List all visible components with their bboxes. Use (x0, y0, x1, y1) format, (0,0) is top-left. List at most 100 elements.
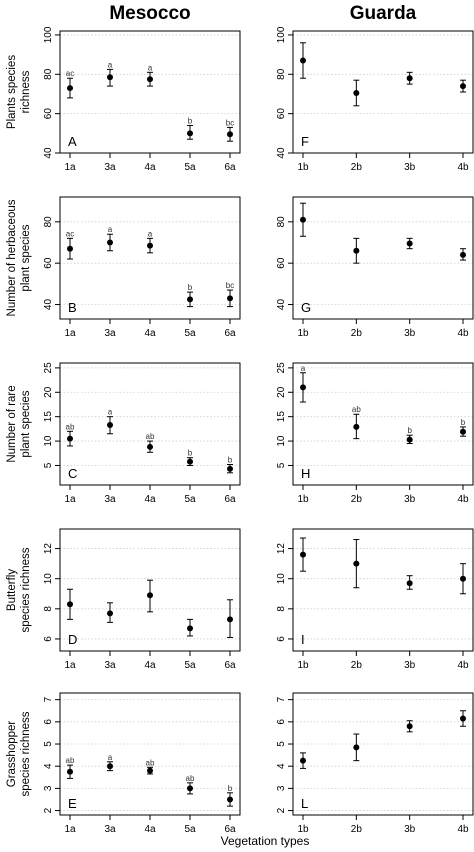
data-point (147, 242, 153, 249)
x-tick-label: 4b (457, 328, 469, 339)
panel-letter: F (301, 134, 309, 149)
y-tick-label: 8 (276, 606, 287, 612)
data-point (227, 796, 233, 803)
plot-frame (59, 196, 241, 320)
panel-F: 40 60 80 100 1b 2b 3b 4b F (276, 26, 474, 173)
row-label-line: Butterfly (6, 569, 18, 611)
data-point (353, 423, 360, 430)
x-tick-label: 4a (144, 824, 156, 835)
y-tick-label: 6 (276, 636, 287, 642)
data-point (187, 296, 193, 303)
panel-letter: D (68, 632, 77, 647)
x-tick-label: 3a (104, 824, 116, 835)
data-point (107, 610, 113, 617)
y-tick-label: 3 (276, 785, 287, 791)
plot-frame (59, 362, 241, 486)
row-label-3: Butterfly species richness (6, 547, 32, 632)
y-tick-label: 80 (43, 68, 54, 80)
row-label-line: plant species (20, 224, 32, 291)
data-point (67, 435, 73, 442)
x-tick-label: 3a (104, 162, 116, 173)
x-tick-label: 5a (184, 162, 196, 173)
data-point (300, 384, 306, 391)
significance-letter: b (188, 283, 193, 292)
data-point (147, 767, 153, 774)
significance-letter: a (148, 229, 153, 238)
x-tick-label: 4b (457, 824, 469, 835)
data-point (67, 85, 73, 92)
significance-letter: ac (66, 229, 74, 238)
row-label-line: Number of rare (6, 385, 18, 462)
row-label-line: Plants species (6, 55, 18, 129)
x-tick-label: 4b (457, 660, 469, 671)
y-tick-label: 4 (276, 763, 287, 769)
panel-D: 6 8 10 12 1a 3a 4a 5a 6a D (43, 528, 241, 671)
x-tick-label: 1b (297, 660, 309, 671)
plot-frame (292, 362, 474, 486)
significance-letter: a (108, 753, 113, 762)
x-tick-label: 6a (224, 660, 236, 671)
data-point (227, 616, 233, 623)
y-tick-label: 60 (276, 108, 287, 120)
significance-letter: ac (66, 69, 74, 78)
y-tick-label: 100 (276, 26, 287, 43)
x-tick-label: 6a (224, 824, 236, 835)
significance-letter: bc (226, 281, 234, 290)
y-tick-label: 6 (43, 636, 54, 642)
panel-letter: I (301, 632, 305, 647)
significance-letter: bc (226, 118, 234, 127)
data-point (300, 551, 306, 558)
data-point (67, 245, 73, 252)
panel-B: 40 60 80 1a 3a 4a 5a 6a Bac a a b bc (43, 196, 241, 339)
y-tick-label: 60 (43, 257, 54, 269)
x-tick-label: 3b (404, 660, 416, 671)
significance-letter: a (301, 364, 306, 373)
y-tick-label: 8 (43, 606, 54, 612)
data-point (300, 216, 306, 223)
significance-letter: b (188, 116, 193, 125)
y-tick-label: 7 (276, 696, 287, 702)
y-tick-label: 10 (276, 435, 287, 447)
data-point (406, 580, 413, 587)
y-tick-label: 12 (43, 543, 54, 555)
x-tick-label: 1b (297, 328, 309, 339)
data-point (460, 83, 466, 90)
x-tick-label: 1a (64, 162, 76, 173)
plot-frame (59, 692, 241, 816)
row-label-4: Grasshopper species richness (6, 711, 32, 796)
y-tick-label: 10 (43, 573, 54, 585)
data-point (147, 592, 153, 599)
data-point (406, 723, 413, 730)
significance-letter: b (228, 784, 233, 793)
row-label-line: richness (20, 70, 32, 113)
panel-letter: G (301, 300, 311, 315)
x-tick-label: 1a (64, 824, 76, 835)
panel-C: 5 10 15 20 25 1a 3a 4a 5a 6a Cab a ab b b (43, 362, 241, 505)
x-tick-label: 2b (351, 824, 363, 835)
data-point (187, 625, 193, 632)
panel-G: 40 60 80 1b 2b 3b 4b G (276, 196, 474, 339)
x-tick-label: 4a (144, 494, 156, 505)
x-tick-label: 4b (457, 162, 469, 173)
x-tick-label: 1b (297, 494, 309, 505)
y-tick-label: 2 (276, 807, 287, 813)
plot-frame (292, 30, 474, 154)
data-point (107, 239, 113, 246)
significance-letter: a (108, 60, 113, 69)
x-tick-label: 5a (184, 494, 196, 505)
y-tick-label: 20 (276, 386, 287, 398)
y-tick-label: 12 (276, 543, 287, 555)
y-tick-label: 7 (43, 696, 54, 702)
y-tick-label: 40 (43, 147, 54, 159)
data-point (67, 601, 73, 608)
panel-H: 5 10 15 20 25 1b 2b 3b 4b Ha ab b b (276, 362, 474, 505)
x-tick-label: 3a (104, 494, 116, 505)
x-tick-label: 3b (404, 328, 416, 339)
x-tick-label: 5a (184, 328, 196, 339)
y-tick-label: 5 (43, 741, 54, 747)
y-tick-label: 60 (276, 257, 287, 269)
significance-letter: ab (352, 405, 361, 414)
x-tick-label: 3a (104, 328, 116, 339)
panel-letter: B (68, 300, 77, 315)
row-label-0: Plants species richness (6, 55, 32, 129)
